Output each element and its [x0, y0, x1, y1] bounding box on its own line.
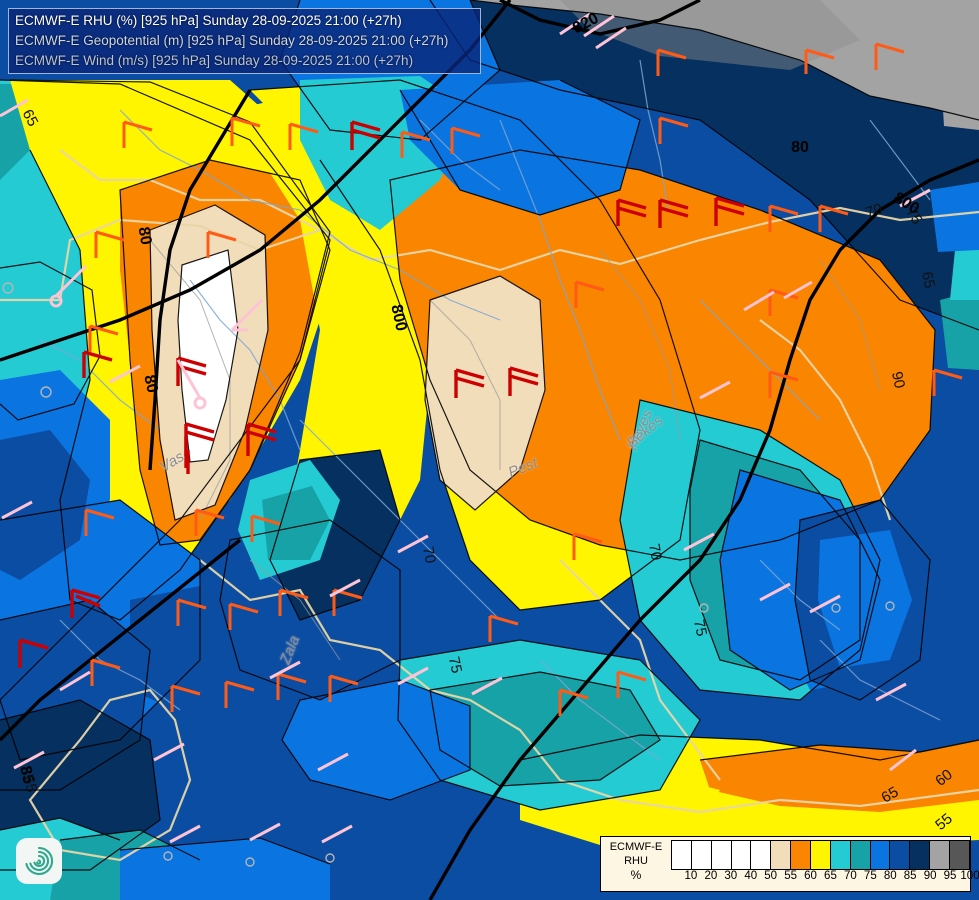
legend-swatch-75-80[interactable]	[870, 841, 891, 869]
legend-tick-55: 55	[784, 870, 797, 882]
legend-tick-10: 10	[684, 870, 698, 882]
colour-scale-legend[interactable]: ECMWF-E RHU % 10 20 30 40 50 55 60 65 70 75 80 85 90…	[600, 836, 979, 892]
title-line-rhu: ECMWF-E RHU (%) [925 hPa] Sunday 28-09-2…	[15, 13, 402, 28]
legend-model: ECMWF-E	[609, 841, 663, 853]
legend-tick-70: 70	[843, 870, 857, 882]
rhu-contour-lines	[0, 0, 979, 871]
legend-swatch-30-40[interactable]	[731, 841, 752, 869]
legend-swatch-65-70[interactable]	[830, 841, 851, 869]
legend-swatch-20-30[interactable]	[711, 841, 732, 869]
wind-barbs	[0, 12, 963, 867]
legend-swatch-60-65[interactable]	[811, 841, 831, 869]
legend-swatches[interactable]	[671, 840, 970, 870]
legend-swatch-70-75[interactable]	[850, 841, 871, 869]
legend-swatch-55-60[interactable]	[791, 841, 812, 869]
legend-units: %	[630, 868, 642, 882]
legend-scale: 10 20 30 40 50 55 60 65 70 75 80 85 90 95 100	[671, 837, 979, 886]
legend-tick-40: 40	[744, 870, 758, 882]
legend-tick-65: 65	[824, 870, 837, 882]
legend-tick-20: 20	[704, 870, 718, 882]
legend-swatch-40-50[interactable]	[751, 841, 772, 869]
cyclone-spiral-icon	[25, 846, 54, 876]
legend-tick-90: 90	[923, 870, 937, 882]
legend-caption: ECMWF-E RHU %	[601, 837, 671, 882]
legend-tick-80: 80	[883, 870, 897, 882]
legend-swatch-10-20[interactable]	[691, 841, 712, 869]
legend-tick-30: 30	[724, 870, 738, 882]
legend-field: RHU	[624, 855, 648, 867]
legend-swatch-85-90[interactable]	[910, 841, 931, 869]
legend-swatch-0-10[interactable]	[672, 841, 692, 869]
legend-tick-labels: 10 20 30 40 50 55 60 65 70 75 80 85 90 95 100	[671, 870, 979, 886]
provider-logo[interactable]	[16, 838, 62, 884]
legend-swatch-50-55[interactable]	[771, 841, 792, 869]
legend-tick-85: 85	[903, 870, 917, 882]
legend-tick-95: 95	[943, 870, 957, 882]
legend-tick-75: 75	[863, 870, 877, 882]
legend-swatch-95-100[interactable]	[950, 841, 969, 869]
legend-tick-50: 50	[764, 870, 778, 882]
legend-swatch-80-85[interactable]	[890, 841, 911, 869]
title-line-wind: ECMWF-E Wind (m/s) [925 hPa] Sunday 28-0…	[15, 53, 414, 68]
title-line-geopotential: ECMWF-E Geopotential (m) [925 hPa] Sunda…	[15, 33, 449, 48]
legend-swatch-90-95[interactable]	[930, 841, 951, 869]
map-title-overlay: ECMWF-E RHU (%) [925 hPa] Sunday 28-09-2…	[8, 8, 481, 74]
legend-tick-60: 60	[804, 870, 817, 882]
legend-tick-100: 100	[960, 870, 979, 882]
